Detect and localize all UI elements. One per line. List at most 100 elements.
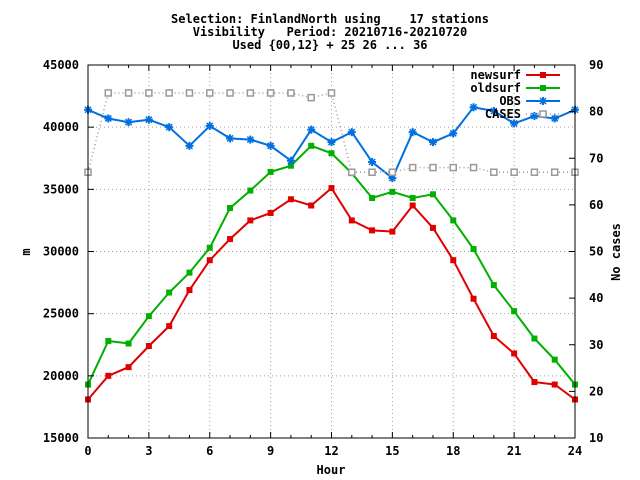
data-point-oldsurf xyxy=(429,191,436,198)
legend-marker-obs xyxy=(539,97,547,105)
data-point-newsurf xyxy=(531,379,538,386)
data-point-obs xyxy=(266,141,275,150)
data-point-cases xyxy=(550,168,559,176)
legend-label-obs: OBS xyxy=(499,94,521,108)
data-point-obs-d2 xyxy=(206,122,214,130)
y2-tick-label: 40 xyxy=(589,291,603,305)
data-point-obs-d2 xyxy=(449,129,457,137)
y-tick-label: 40000 xyxy=(43,120,79,134)
data-point-cases xyxy=(530,168,539,176)
x-tick-label: 6 xyxy=(206,444,213,458)
data-point-newsurf xyxy=(551,381,558,388)
data-point-newsurf xyxy=(287,196,294,203)
legend-marker-obs-d2 xyxy=(539,97,547,105)
series-oldsurf xyxy=(85,142,578,388)
y2-tick-label: 10 xyxy=(589,431,603,445)
data-point-newsurf xyxy=(470,295,477,302)
data-point-oldsurf xyxy=(531,335,538,342)
legend-marker-oldsurf xyxy=(540,85,546,91)
data-point-oldsurf xyxy=(450,217,457,224)
data-point-cases xyxy=(226,89,234,97)
data-point-obs-d2 xyxy=(409,128,417,136)
data-point-newsurf xyxy=(247,217,254,224)
data-point-cases xyxy=(368,168,376,176)
data-point-cases xyxy=(287,89,295,97)
data-point-obs xyxy=(428,138,437,147)
data-point-obs-d2 xyxy=(267,142,275,150)
data-point-obs xyxy=(286,156,295,165)
data-point-newsurf xyxy=(409,202,416,209)
data-point-obs-d2 xyxy=(510,119,518,127)
y-tick-label: 25000 xyxy=(43,307,79,321)
data-point-oldsurf xyxy=(247,187,254,194)
data-point-oldsurf xyxy=(369,195,376,202)
y-tick-label: 30000 xyxy=(43,245,79,259)
data-point-cases xyxy=(124,89,133,97)
x-tick-label: 21 xyxy=(507,444,521,458)
y-tick-label: 35000 xyxy=(43,182,79,196)
data-point-newsurf xyxy=(308,202,315,209)
data-point-cases xyxy=(469,163,478,172)
data-point-obs xyxy=(226,134,235,143)
data-point-obs xyxy=(469,103,478,112)
data-point-obs-d2 xyxy=(530,112,538,120)
y2-tick-label: 30 xyxy=(589,338,603,352)
y2-tick-label: 60 xyxy=(589,198,603,212)
y-tick-label: 15000 xyxy=(43,431,79,445)
y-axis-label: m xyxy=(19,248,33,255)
data-point-cases xyxy=(490,168,498,176)
data-point-cases xyxy=(429,163,437,172)
data-point-newsurf xyxy=(328,185,335,192)
data-point-newsurf xyxy=(105,372,112,379)
data-point-oldsurf xyxy=(470,246,477,253)
data-point-cases xyxy=(145,89,153,97)
data-point-newsurf xyxy=(511,350,518,357)
data-point-obs xyxy=(449,129,458,138)
data-point-oldsurf xyxy=(490,282,497,289)
data-point-obs xyxy=(165,123,174,132)
data-point-cases xyxy=(510,168,518,176)
data-point-oldsurf xyxy=(206,244,213,251)
data-point-obs-d2 xyxy=(470,103,478,111)
data-point-obs xyxy=(144,115,153,124)
data-point-obs-d2 xyxy=(368,158,376,166)
data-point-newsurf xyxy=(389,228,396,235)
data-point-obs xyxy=(347,128,356,137)
data-point-obs-d2 xyxy=(246,136,254,144)
chart-title-line-1: Selection: FinlandNorth using 17 station… xyxy=(171,12,489,26)
legend-label-newsurf: newsurf xyxy=(470,68,521,82)
y2-tick-label: 90 xyxy=(589,58,603,72)
data-point-newsurf xyxy=(429,224,436,231)
data-point-obs xyxy=(530,111,539,120)
data-point-newsurf xyxy=(125,364,132,371)
data-point-obs-d2 xyxy=(185,142,193,150)
data-point-oldsurf xyxy=(145,313,152,320)
data-point-cases xyxy=(206,89,214,97)
data-point-obs xyxy=(408,128,417,137)
data-point-cases xyxy=(266,89,275,97)
legend-label-cases: CASES xyxy=(485,107,521,121)
y2-tick-label: 20 xyxy=(589,384,603,398)
x-tick-label: 0 xyxy=(84,444,91,458)
y2-tick-label: 50 xyxy=(589,245,603,259)
x-tick-label: 15 xyxy=(385,444,399,458)
data-point-obs-d2 xyxy=(145,116,153,124)
legend-label-oldsurf: oldsurf xyxy=(470,81,521,95)
chart-title-line-2: Visibility Period: 20210716-20210720 xyxy=(193,25,468,39)
data-point-cases xyxy=(246,89,255,97)
data-point-newsurf xyxy=(206,257,213,264)
data-point-obs xyxy=(550,114,559,123)
data-point-newsurf xyxy=(267,209,274,216)
data-point-newsurf xyxy=(166,323,173,330)
data-point-oldsurf xyxy=(267,168,274,175)
data-point-obs-d2 xyxy=(226,134,234,142)
data-point-oldsurf xyxy=(511,308,518,315)
legend-marker-cases xyxy=(539,110,547,118)
y2-tick-label: 70 xyxy=(589,151,603,165)
data-point-newsurf xyxy=(348,217,355,224)
data-point-newsurf xyxy=(145,342,152,349)
data-point-obs-d2 xyxy=(388,174,396,182)
data-point-obs-d2 xyxy=(104,114,112,122)
data-point-oldsurf xyxy=(287,162,294,169)
